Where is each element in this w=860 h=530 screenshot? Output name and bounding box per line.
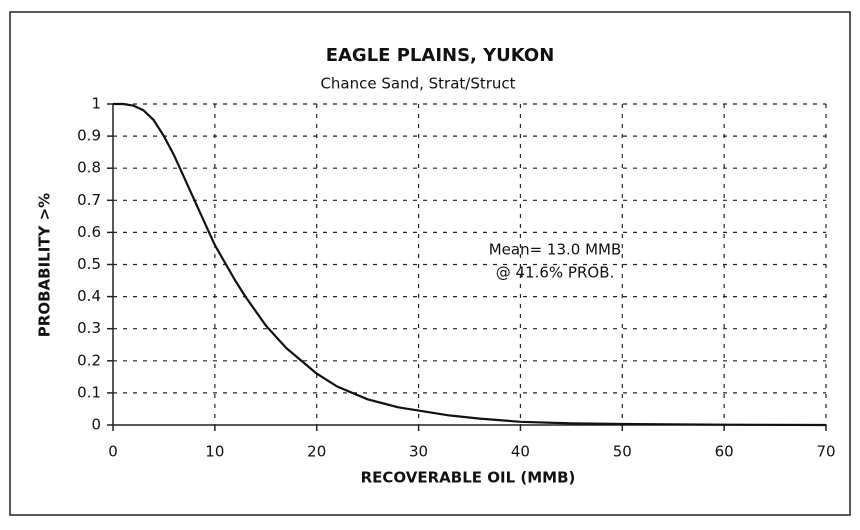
x-tick-label: 0: [108, 443, 118, 461]
y-axis-label: PROBABILITY >%: [36, 193, 54, 337]
x-tick-label: 60: [715, 443, 734, 461]
y-tick-label: 0.4: [77, 287, 101, 305]
x-tick-label: 20: [307, 443, 326, 461]
y-tick-label: 0.5: [77, 255, 101, 273]
y-tick-label: 0.6: [77, 223, 101, 241]
y-tick-label: 0: [91, 416, 101, 434]
data-line: [113, 102, 827, 427]
annotation: Mean= 13.0 MMB: [489, 241, 622, 259]
y-tick-label: 0.3: [77, 319, 101, 337]
chart-subtitle: Chance Sand, Strat/Struct: [320, 75, 515, 93]
x-axis-label: RECOVERABLE OIL (MMB): [361, 469, 576, 487]
y-tick-label: 0.1: [77, 383, 101, 401]
y-tick-label: 1: [91, 95, 101, 113]
annotation: @ 41.6% PROB.: [496, 264, 615, 282]
x-tick-label: 50: [613, 443, 632, 461]
y-tick-label: 0.7: [77, 191, 101, 209]
x-tick-label: 40: [511, 443, 530, 461]
chart-title: EAGLE PLAINS, YUKON: [326, 45, 555, 66]
y-tick-label: 0.9: [77, 127, 101, 145]
y-tick-label: 0.8: [77, 159, 101, 177]
x-tick-label: 70: [816, 443, 835, 461]
x-tick-label: 10: [205, 443, 224, 461]
frame: [9, 11, 851, 516]
x-tick-label: 30: [409, 443, 428, 461]
y-tick-label: 0.2: [77, 351, 101, 369]
